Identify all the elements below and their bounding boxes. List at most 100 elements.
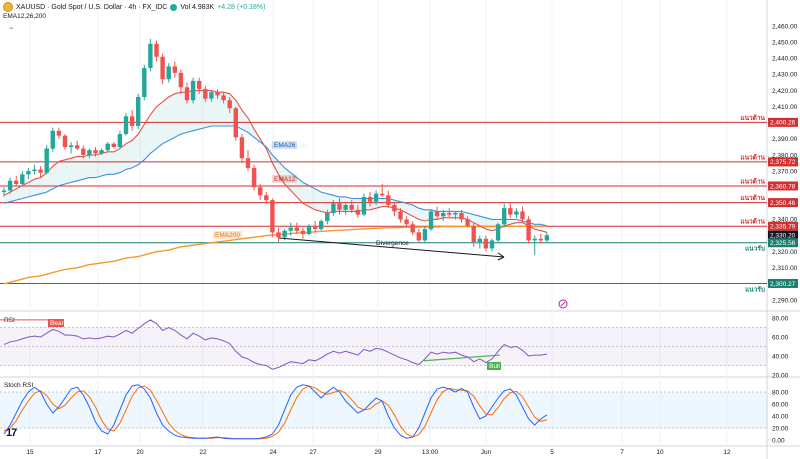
- stoch-d-line: [3, 385, 548, 440]
- time-axis-label: 5: [550, 449, 554, 456]
- time-axis-label: 7: [620, 449, 624, 456]
- change-readout: +4.28 (+0.18%): [217, 3, 266, 11]
- rsi-axis-label: 20.00: [772, 372, 789, 379]
- candle-body: [465, 219, 470, 226]
- rsi-axis-label: 80.00: [772, 315, 789, 322]
- candle-body: [300, 230, 306, 234]
- resistance-label: แนวต้าน: [740, 176, 765, 185]
- ema12-line: [3, 90, 548, 233]
- price-axis-label: 2,410.00: [772, 104, 798, 111]
- candle-body: [373, 193, 379, 202]
- candle-body: [361, 196, 367, 215]
- current-price-badge: [768, 230, 798, 240]
- candle-body: [447, 213, 452, 215]
- candle-body: [380, 193, 385, 196]
- watermark-symbol: XAUUSD, 4h: [270, 143, 308, 150]
- ema12-tag: EMA12: [274, 176, 296, 183]
- stoch-axis-label: 0.00: [772, 437, 785, 444]
- collapse-chevron-icon[interactable]: ⌃: [8, 26, 15, 35]
- candle-body: [203, 88, 208, 99]
- bull-badge: [487, 362, 501, 370]
- ema26-tag-bg: [272, 141, 297, 149]
- time-axis-label: 12: [723, 449, 731, 456]
- candle-body: [453, 213, 458, 215]
- candle-body: [209, 92, 214, 99]
- candle-body: [251, 167, 257, 188]
- candle-body: [160, 56, 165, 80]
- rsi-axis-label: 60.00: [772, 334, 789, 341]
- candle-body: [93, 150, 98, 154]
- candle-body: [87, 150, 92, 155]
- candle-body: [410, 224, 415, 233]
- candle-body: [75, 145, 80, 149]
- time-axis-label: Jun: [481, 449, 492, 456]
- candle-body: [489, 240, 495, 249]
- rsi-title: RSI: [4, 317, 15, 324]
- time-axis-label: 15: [26, 449, 34, 456]
- candle-body: [441, 213, 446, 217]
- candle-body: [288, 227, 293, 231]
- time-axis-label: 17: [94, 449, 102, 456]
- candle-body: [422, 229, 428, 241]
- time-axis-label: 24: [269, 449, 277, 456]
- price-axis-label: 2,390.00: [772, 136, 798, 143]
- stoch-axis-label: 60.00: [772, 401, 789, 408]
- candle-body: [282, 230, 287, 238]
- resistance-price-text: 2,375.72: [770, 159, 796, 166]
- price-axis-label: 2,440.00: [772, 56, 798, 63]
- stoch-k-line: [3, 384, 548, 440]
- bear-label: Bear: [50, 320, 65, 327]
- resistance-price-badge: [768, 181, 798, 191]
- candle-body: [197, 80, 202, 89]
- current-price-text: 2,330.20: [770, 233, 796, 240]
- candle-body: [184, 87, 190, 101]
- volume-readout: Vol 4.983K: [180, 3, 215, 11]
- resistance-label: แนวต้าน: [740, 152, 765, 161]
- support-price-badge: [768, 238, 798, 248]
- candle-body: [7, 180, 13, 191]
- price-axis-label: 2,290.00: [772, 297, 798, 304]
- divergence-label: Divergence: [376, 240, 409, 247]
- candle-body: [1, 190, 7, 193]
- resistance-label: แนวต้าน: [740, 193, 765, 202]
- price-axis-label: 2,380.00: [772, 152, 798, 159]
- candle-body: [270, 200, 275, 233]
- candle-body: [367, 196, 373, 202]
- candle-body: [81, 148, 86, 155]
- resistance-price-text: 2,360.78: [770, 183, 796, 190]
- candle-body: [319, 221, 324, 230]
- support-price-text: 2,300.27: [770, 281, 796, 288]
- candle-body: [26, 171, 31, 175]
- candle-body: [471, 225, 476, 242]
- candle-body: [99, 150, 104, 154]
- time-axis-label: 29: [374, 449, 382, 456]
- alert-clock-hand: [560, 301, 566, 307]
- candle-body: [136, 97, 141, 126]
- resistance-price-text: 2,350.46: [770, 200, 796, 207]
- alert-clock-icon: [558, 299, 568, 309]
- candle-body: [50, 130, 55, 149]
- candle-body: [129, 116, 135, 126]
- market-status-icon: [170, 3, 178, 11]
- stoch-axis-label: 80.00: [772, 389, 789, 396]
- candle-body: [215, 92, 220, 96]
- candle-body: [544, 235, 550, 241]
- candle-body: [294, 227, 299, 231]
- candle-body: [239, 137, 245, 159]
- resistance-price-badge: [768, 157, 798, 167]
- support-price-badge: [768, 278, 798, 288]
- ema200-tag-bg: [213, 231, 243, 239]
- support-label: แนวรับ: [745, 245, 765, 253]
- rsi-axis-label: 40.00: [772, 353, 789, 360]
- time-axis-label: 20: [136, 449, 144, 456]
- candle-body: [245, 158, 251, 168]
- candle-body: [337, 203, 342, 210]
- bear-badge: [48, 319, 64, 327]
- price-axis-label: 2,420.00: [772, 88, 798, 95]
- candle-body: [20, 174, 25, 184]
- candle-body: [343, 204, 348, 210]
- price-axis-label: 2,310.00: [772, 265, 798, 272]
- candle-body: [404, 219, 409, 225]
- candle-body: [62, 135, 68, 147]
